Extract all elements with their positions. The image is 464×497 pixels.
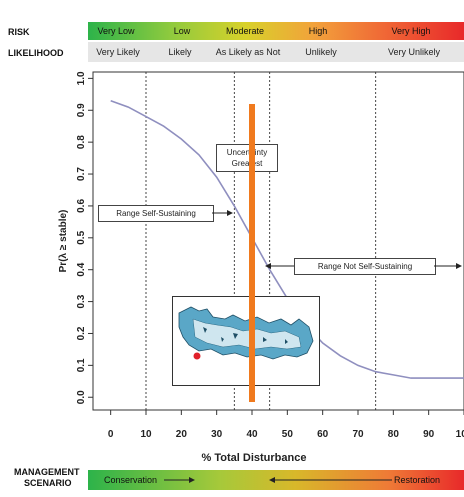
- risk-level-low: Low: [173, 26, 191, 36]
- y-tick-label-4: 0.4: [76, 262, 87, 276]
- x-tick-label-8: 80: [388, 429, 400, 440]
- likelihood-unlikely: Unlikely: [305, 47, 337, 57]
- y-tick-label-1: 0.1: [76, 358, 87, 372]
- likelihood-very-likely: Very Likely: [96, 47, 140, 57]
- management-row-label: MANAGEMENT SCENARIO: [14, 467, 80, 489]
- plot-area: [92, 71, 464, 411]
- range-map-image: [178, 306, 314, 360]
- x-tick-label-3: 30: [211, 429, 223, 440]
- x-axis-label: % Total Disturbance: [202, 452, 307, 464]
- risk-level-very-low: Very Low: [97, 26, 135, 36]
- range-self-sustaining-label: Range Self-Sustaining: [116, 209, 196, 218]
- risk-row-label: RISK: [8, 27, 30, 37]
- y-tick-label-10: 1.0: [76, 71, 87, 85]
- x-tick-label-6: 60: [317, 429, 329, 440]
- x-tick-label-2: 20: [176, 429, 188, 440]
- range-not-self-sustaining-box: Range Not Self-Sustaining: [294, 258, 436, 275]
- y-tick-label-3: 0.3: [76, 294, 87, 308]
- y-tick-label-5: 0.5: [76, 230, 87, 244]
- x-tick-label-4: 40: [246, 429, 258, 440]
- management-scenario-bar: Conservation Restoration: [88, 470, 464, 490]
- y-tick-label-0: 0.0: [76, 390, 87, 404]
- likelihood-bar: Very Likely Likely As Likely as Not Unli…: [88, 42, 464, 62]
- x-tick-label-7: 70: [352, 429, 364, 440]
- x-tick-label-1: 10: [140, 429, 152, 440]
- x-tick-label-9: 90: [423, 429, 435, 440]
- risk-gradient-bar: Very Low Low Moderate High Very High: [88, 22, 464, 40]
- y-tick-label-2: 0.2: [76, 326, 87, 340]
- management-label-line1: MANAGEMENT: [14, 467, 80, 477]
- likelihood-row-label: LIKELIHOOD: [8, 48, 64, 58]
- range-not-self-sustaining-label: Range Not Self-Sustaining: [317, 262, 413, 271]
- likelihood-likely: Likely: [168, 47, 192, 57]
- range-map-inset: [172, 296, 320, 386]
- range-self-sustaining-box: Range Self-Sustaining: [98, 205, 214, 222]
- range-map-inner: [192, 318, 302, 350]
- risk-level-moderate: Moderate: [225, 26, 265, 36]
- y-axis-label: Pr(λ ≥ stable): [58, 210, 69, 273]
- conservation-label: Conservation: [104, 475, 158, 485]
- y-tick-label-6: 0.6: [76, 199, 87, 213]
- x-tick-label-0: 0: [108, 429, 114, 440]
- y-tick-label-7: 0.7: [76, 167, 87, 181]
- location-marker-dot: [193, 352, 201, 360]
- y-tick-label-8: 0.8: [76, 135, 87, 149]
- management-label-line2: SCENARIO: [24, 478, 72, 488]
- risk-level-very-high: Very High: [391, 26, 431, 36]
- restoration-label: Restoration: [394, 475, 441, 485]
- y-tick-label-9: 0.9: [76, 103, 87, 117]
- x-tick-label-5: 50: [282, 429, 294, 440]
- uncertainty-line1: Uncertainty: [226, 148, 268, 157]
- x-tick-label-10: 100: [456, 429, 464, 440]
- likelihood-very-unlikely: Very Unlikely: [387, 47, 441, 57]
- likelihood-as-likely-as-not: As Likely as Not: [215, 47, 281, 57]
- uncertainty-greatest-box: Uncertainty Greatest: [216, 144, 278, 172]
- probability-curve-chart: 0.0 0.1 0.2 0.3 0.4 0.5 0.6 0.7 0.8 0.9 1.0 0 10 20 3…: [58, 71, 464, 464]
- risk-level-high: High: [308, 26, 328, 36]
- uncertainty-line2: Greatest: [231, 159, 263, 168]
